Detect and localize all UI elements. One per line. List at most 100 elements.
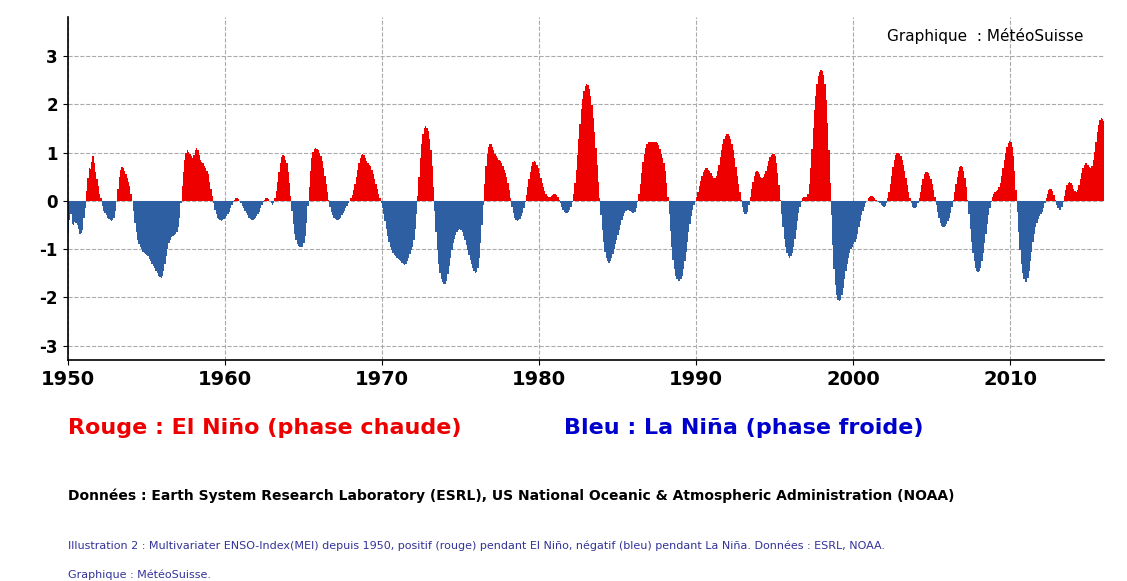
Bar — [1014, 171, 1015, 201]
Bar — [178, 201, 179, 227]
Bar — [1072, 185, 1073, 201]
Bar — [78, 201, 79, 229]
Bar — [407, 201, 408, 261]
Bar — [627, 201, 628, 210]
Bar — [211, 189, 212, 201]
Bar — [505, 173, 506, 201]
Bar — [159, 201, 160, 277]
Bar — [731, 144, 733, 201]
Bar — [539, 173, 540, 201]
Bar — [480, 201, 481, 243]
Bar — [154, 201, 156, 268]
Bar — [358, 163, 360, 201]
Bar — [429, 139, 431, 201]
Bar — [997, 190, 999, 201]
Bar — [742, 201, 743, 207]
Bar — [960, 166, 961, 201]
Bar — [846, 201, 848, 264]
Bar — [646, 144, 648, 201]
Bar — [641, 173, 642, 201]
Bar — [838, 201, 840, 302]
Bar — [92, 156, 94, 201]
Bar — [722, 144, 724, 201]
Bar — [124, 171, 125, 201]
Bar — [488, 147, 489, 201]
Bar — [479, 201, 480, 258]
Bar — [650, 142, 651, 201]
Bar — [69, 201, 70, 220]
Bar — [338, 201, 340, 219]
Bar — [112, 201, 114, 220]
Bar — [450, 201, 451, 258]
Bar — [281, 157, 283, 201]
Bar — [806, 197, 807, 201]
Bar — [1042, 201, 1045, 208]
Bar — [400, 201, 401, 261]
Bar — [888, 192, 889, 201]
Bar — [515, 201, 516, 220]
Bar — [789, 201, 790, 258]
Bar — [1065, 190, 1066, 201]
Bar — [518, 201, 520, 220]
Bar — [1056, 201, 1057, 205]
Bar — [988, 201, 990, 216]
Bar — [406, 201, 407, 264]
Bar — [105, 201, 106, 213]
Bar — [236, 199, 237, 201]
Bar — [950, 201, 951, 213]
Bar — [1021, 201, 1022, 264]
Bar — [478, 201, 479, 267]
Bar — [147, 201, 148, 255]
Bar — [1067, 182, 1070, 201]
Bar — [635, 201, 636, 211]
Bar — [783, 201, 786, 239]
Bar — [252, 201, 254, 220]
Bar — [353, 190, 354, 201]
Bar — [710, 173, 712, 201]
Bar — [385, 201, 387, 229]
Bar — [749, 197, 751, 201]
Bar — [640, 184, 641, 201]
Bar — [965, 178, 966, 201]
Bar — [278, 172, 279, 201]
Bar — [1094, 152, 1095, 201]
Bar — [286, 163, 287, 201]
Bar — [419, 159, 421, 201]
Bar — [234, 200, 236, 201]
Bar — [1039, 201, 1040, 216]
Bar — [303, 201, 304, 243]
Bar — [786, 201, 787, 247]
Bar — [971, 201, 973, 242]
Bar — [630, 201, 632, 211]
Bar — [893, 167, 894, 201]
Bar — [597, 182, 600, 201]
Bar — [843, 201, 844, 288]
Bar — [490, 144, 491, 201]
Bar — [118, 177, 119, 201]
Bar — [459, 201, 460, 229]
Bar — [423, 134, 424, 201]
Bar — [301, 201, 302, 248]
Bar — [114, 201, 115, 218]
Bar — [612, 201, 613, 254]
Bar — [336, 201, 337, 220]
Bar — [862, 201, 863, 210]
Bar — [445, 201, 446, 284]
Bar — [453, 201, 454, 243]
Bar — [142, 201, 143, 252]
Bar — [1081, 173, 1082, 201]
Bar — [986, 201, 988, 224]
Bar — [160, 201, 162, 278]
Bar — [305, 201, 308, 223]
Bar — [673, 201, 674, 260]
Bar — [393, 201, 394, 255]
Bar — [878, 201, 879, 202]
Bar — [1090, 168, 1091, 201]
Bar — [107, 201, 108, 218]
Bar — [848, 201, 849, 258]
Bar — [796, 201, 797, 230]
Bar — [292, 201, 293, 210]
Bar — [957, 177, 958, 201]
Bar — [507, 182, 508, 201]
Bar — [340, 201, 341, 218]
